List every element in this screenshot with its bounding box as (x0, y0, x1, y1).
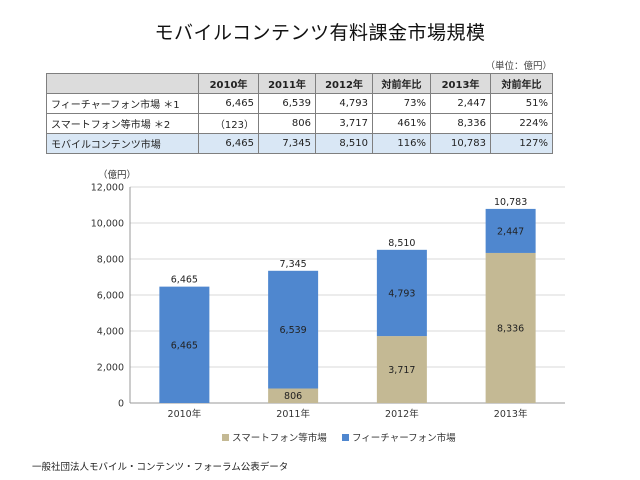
table-header-cell: 2012年 (315, 73, 373, 94)
bar-featurephone (376, 249, 427, 337)
data-label: 806 (284, 391, 302, 402)
market-size-table: 2010年 2011年 2012年 対前年比 2013年 対前年比 フィーチャー… (46, 73, 553, 154)
y-tick-label: 8,000 (97, 255, 124, 266)
legend-swatch-featurephone (342, 434, 349, 441)
y-axis-label: （億円） (98, 169, 136, 181)
x-tick-label: 2010年 (168, 408, 202, 420)
table-row: スマートフォン等市場 ＊2 （123） 806 3,717 461% 8,336… (46, 113, 553, 134)
total-label: 6,465 (171, 275, 198, 286)
bar-smartphone (376, 336, 427, 403)
table-cell: 10,783 (430, 133, 491, 154)
legend-label: スマートフォン等市場 (232, 432, 327, 444)
total-label: 10,783 (494, 197, 527, 208)
data-label: 8,336 (497, 323, 524, 334)
table-cell: 116% (372, 133, 431, 154)
total-label: 8,510 (388, 238, 415, 249)
table-cell: 8,510 (315, 133, 373, 154)
bar-featurephone (485, 208, 536, 253)
bar-featurephone (159, 286, 210, 403)
data-label: 6,539 (280, 325, 307, 336)
x-tick-label: 2011年 (276, 408, 310, 420)
source-note: 一般社団法人モバイル・コンテンツ・フォーラム公表データ (32, 462, 289, 473)
y-tick-label: 0 (118, 399, 124, 410)
table-header-cell: 対前年比 (490, 73, 553, 94)
legend-swatch-smartphone (222, 434, 229, 441)
table-cell: 127% (490, 133, 553, 154)
x-tick-label: 2013年 (494, 408, 528, 420)
y-tick-label: 6,000 (97, 291, 124, 302)
data-label: 3,717 (388, 365, 415, 376)
legend-label: フィーチャーフォン市場 (352, 432, 456, 444)
table-header-cell: 2010年 (198, 73, 259, 94)
table-header-row: 2010年 2011年 2012年 対前年比 2013年 対前年比 (46, 73, 553, 94)
bar-featurephone (268, 270, 319, 389)
bar-smartphone (485, 252, 536, 403)
table-row-label: モバイルコンテンツ市場 (46, 133, 199, 154)
table-row: フィーチャーフォン市場 ＊1 6,465 6,539 4,793 73% 2,4… (46, 93, 553, 114)
y-tick-label: 12,000 (91, 183, 124, 194)
table-header-cell: 対前年比 (372, 73, 431, 94)
data-label: 4,793 (388, 288, 415, 299)
table-cell: 6,465 (198, 133, 259, 154)
table-cell: 7,345 (258, 133, 316, 154)
unit-note: （単位：億円） (485, 61, 552, 72)
y-tick-label: 2,000 (97, 363, 124, 374)
total-label: 7,345 (280, 259, 307, 270)
page-title: モバイルコンテンツ有料課金市場規模 (154, 22, 486, 44)
y-tick-label: 4,000 (97, 327, 124, 338)
bar-smartphone (268, 388, 319, 403)
data-label: 6,465 (171, 340, 198, 351)
y-tick-label: 10,000 (91, 219, 124, 230)
table-row-total: モバイルコンテンツ市場 6,465 7,345 8,510 116% 10,78… (46, 133, 553, 154)
data-label: 2,447 (497, 226, 524, 237)
x-tick-label: 2012年 (385, 408, 419, 420)
